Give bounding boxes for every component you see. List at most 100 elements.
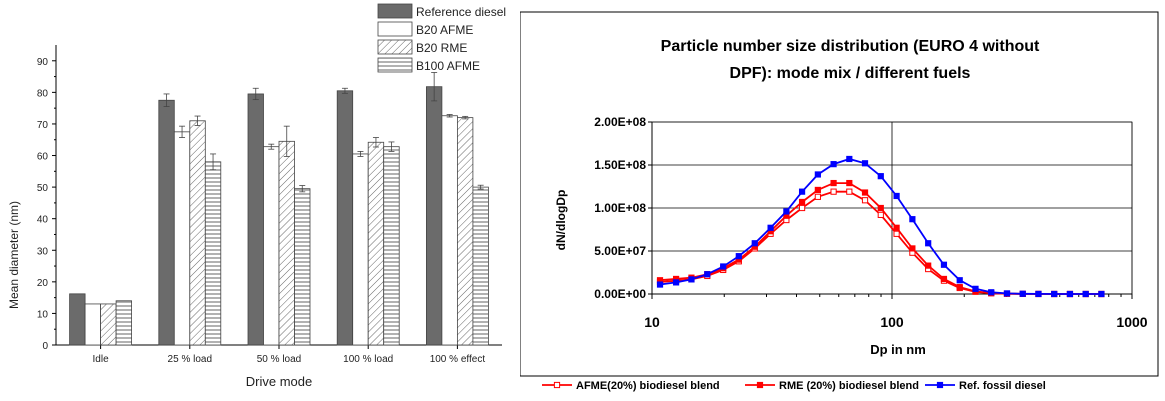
y-tick-label: 2.00E+08 [594, 115, 646, 129]
data-point [814, 171, 821, 178]
data-point [893, 224, 900, 231]
data-point [988, 289, 995, 296]
legend-label: B20 RME [416, 41, 467, 55]
y-tick-label: 0.00E+00 [594, 287, 646, 301]
legend-label: AFME(20%) biodiesel blend [576, 380, 720, 392]
data-point [893, 192, 900, 200]
right-x-axis-title: Dp in nm [870, 342, 926, 357]
left-x-tick-label: 100 % load [343, 354, 393, 365]
left-y-tick-label: 70 [37, 120, 49, 131]
bar [115, 300, 132, 346]
bar [100, 303, 117, 346]
data-point [830, 179, 837, 187]
data-point [1066, 290, 1074, 298]
legend-label: Reference diesel [416, 5, 506, 19]
bar [472, 186, 489, 346]
data-point [783, 208, 790, 215]
data-point [846, 188, 853, 195]
data-point [940, 275, 948, 283]
bar [158, 99, 175, 346]
right-y-axis-title: dN/dlogDp [554, 190, 568, 251]
bar [336, 90, 354, 346]
data-point [735, 253, 742, 260]
data-point [909, 216, 916, 223]
left-y-tick-label: 80 [37, 88, 49, 99]
data-point [1019, 290, 1026, 297]
left-legend: Reference diesel B20 AFME B20 RME B100 AFME [377, 3, 506, 73]
right-chart-title-line2: DPF): mode mix / different fuels [730, 65, 971, 82]
data-point [767, 224, 774, 231]
left-y-tick-label: 40 [37, 215, 49, 226]
data-point [1082, 290, 1089, 298]
data-point [814, 186, 821, 194]
bar [383, 146, 400, 346]
data-point [909, 245, 916, 252]
data-point [956, 277, 963, 284]
left-y-axis-title: Mean diameter (nm) [7, 201, 21, 309]
legend-swatch [377, 57, 413, 73]
data-point [846, 179, 853, 187]
legend-swatch [377, 39, 413, 55]
data-point [972, 285, 979, 292]
left-x-axis-title: Drive mode [246, 374, 312, 389]
left-axes: 0 10 20 30 40 50 60 70 80 90 Idle 25 % load 50 % loa… [37, 45, 502, 365]
legend-label: B20 AFME [416, 23, 473, 37]
data-point [830, 188, 837, 195]
bar [173, 131, 191, 346]
y-tick-label: 1.50E+08 [594, 158, 646, 172]
bar [352, 153, 369, 346]
data-point [798, 188, 806, 195]
data-point [656, 281, 664, 288]
data-point [688, 276, 695, 283]
y-tick-label: 1.00E+08 [594, 201, 646, 215]
data-point [925, 240, 932, 247]
data-point [830, 161, 837, 168]
left-bars [69, 72, 489, 346]
bar [189, 120, 206, 346]
data-point [751, 240, 758, 247]
data-point [877, 173, 884, 180]
legend-label: RME (20%) biodiesel blend [779, 380, 919, 392]
left-y-tick-label: 90 [37, 57, 49, 68]
data-point [846, 155, 853, 163]
x-tick-label: 10 [644, 314, 660, 330]
bar [278, 140, 295, 346]
bar [456, 117, 474, 346]
data-point [893, 230, 900, 237]
left-x-tick-label: 25 % load [168, 354, 212, 365]
bar [441, 115, 458, 346]
legend-label: Ref. fossil diesel [959, 380, 1046, 392]
right-chart-title-line1: Particle number size distribution (EURO … [661, 38, 1040, 55]
bar [294, 188, 311, 346]
left-x-tick-label: 50 % load [257, 354, 301, 365]
legend-label: B100 AFME [416, 59, 480, 73]
left-y-tick-label: 30 [37, 246, 49, 257]
left-bar-chart: 0 10 20 30 40 50 60 70 80 90 Idle 25 % load 50 % loa… [7, 3, 506, 389]
bar [263, 146, 280, 346]
right-line-chart: Particle number size distribution (EURO … [520, 11, 1159, 392]
data-point [798, 204, 806, 212]
bar [367, 141, 385, 346]
x-tick-label: 1000 [1116, 314, 1147, 330]
left-x-tick-label: Idle [93, 354, 110, 365]
data-point [720, 263, 727, 270]
data-point [877, 204, 884, 212]
data-point [925, 262, 932, 269]
legend-swatch [377, 21, 413, 37]
data-point [704, 271, 711, 278]
left-y-tick-label: 50 [37, 183, 49, 194]
legend-marker [553, 381, 561, 389]
data-point [861, 189, 869, 196]
data-point [814, 193, 821, 200]
bar [425, 86, 443, 346]
data-point [861, 197, 869, 204]
data-point [877, 211, 884, 218]
data-point [672, 279, 680, 286]
data-point [940, 261, 948, 268]
bar [84, 303, 101, 346]
data-point [1035, 290, 1042, 298]
legend-marker [936, 381, 944, 389]
data-point [956, 284, 963, 291]
left-y-tick-label: 60 [37, 152, 49, 163]
legend-swatch [377, 3, 413, 19]
